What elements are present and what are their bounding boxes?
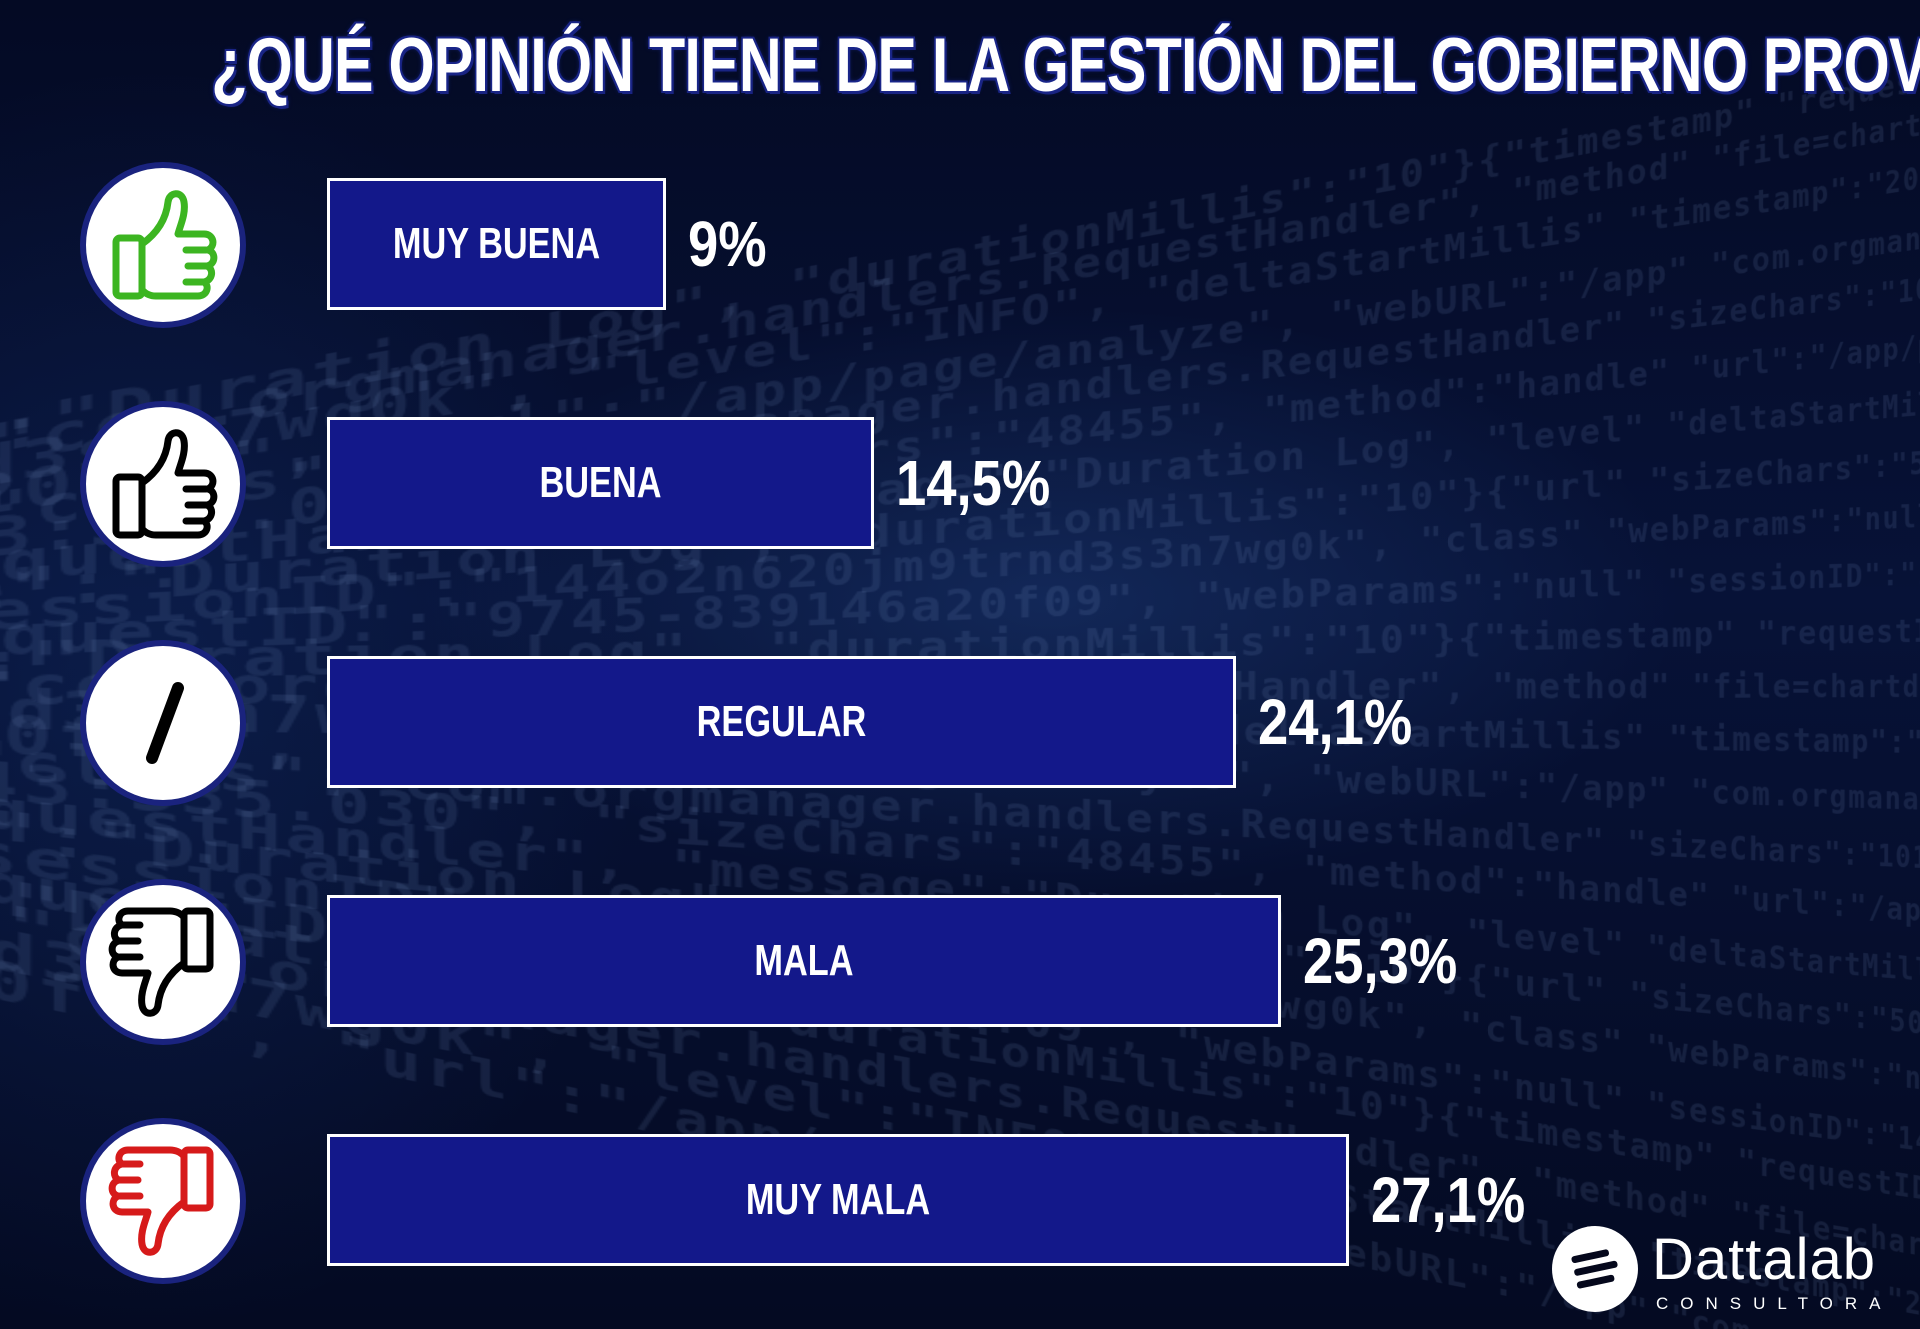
- bar-row: BUENA 14,5%: [0, 407, 1920, 547]
- bar-category-label: MALA: [432, 895, 1176, 1027]
- bar-value-label: 9%: [688, 178, 767, 310]
- bar-row: MALA 25,3%: [0, 885, 1920, 1025]
- icon-badge: [80, 640, 246, 806]
- icon-badge: [80, 401, 246, 567]
- bar-value-label: 14,5%: [896, 417, 1050, 549]
- bar-category-label: MUY MALA: [439, 1134, 1236, 1266]
- bar-value-label: 25,3%: [1303, 895, 1457, 1027]
- slash-icon: [86, 646, 240, 800]
- brand-subtitle: CONSULTORA: [1656, 1294, 1893, 1314]
- background-code-line: "url":"/app/page/report", "sessionID":"1…: [0, 539, 1920, 1183]
- brand-logo-mark: [1552, 1226, 1638, 1312]
- icon-badge: [80, 879, 246, 1045]
- bar-row: REGULAR 24,1%: [0, 646, 1920, 786]
- brand-logo: Dattalab CONSULTORA: [1552, 1222, 1912, 1322]
- bar-category-label: REGULAR: [427, 656, 1136, 788]
- bar-row: MUY BUENA 9%: [0, 168, 1920, 308]
- brand-name: Dattalab: [1652, 1226, 1876, 1293]
- bar-category-label: MUY BUENA: [364, 178, 628, 310]
- brand-mark-icon: [1552, 1226, 1638, 1312]
- bar-category-label: BUENA: [387, 417, 814, 549]
- thumbs-up-black-icon: [86, 407, 240, 561]
- page-title: ¿QUÉ OPINIÓN TIENE DE LA GESTIÓN DEL GOB…: [211, 22, 1709, 109]
- thumbs-down-black-icon: [86, 885, 240, 1039]
- icon-badge: [80, 1118, 246, 1284]
- background-code-line: "sizeChars":"10190", "message":"Duration…: [0, 533, 1920, 1115]
- thumbs-up-green-icon: [86, 168, 240, 322]
- icon-badge: [80, 162, 246, 328]
- bar-value-label: 27,1%: [1371, 1134, 1525, 1266]
- thumbs-down-red-icon: [86, 1124, 240, 1278]
- bar-value-label: 24,1%: [1258, 656, 1412, 788]
